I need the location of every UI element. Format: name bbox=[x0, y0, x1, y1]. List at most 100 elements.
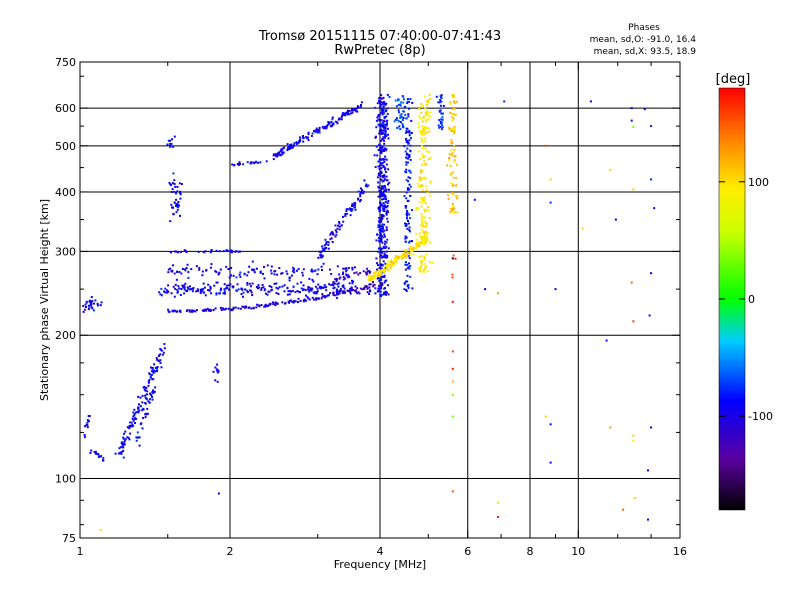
data-point bbox=[381, 97, 384, 100]
data-point bbox=[296, 290, 299, 293]
data-point bbox=[227, 307, 230, 310]
data-point bbox=[205, 269, 208, 272]
data-point bbox=[380, 131, 383, 134]
data-point bbox=[356, 110, 359, 113]
data-point bbox=[199, 292, 202, 295]
data-point bbox=[630, 281, 633, 284]
data-point bbox=[397, 109, 400, 112]
data-point bbox=[424, 163, 427, 166]
data-point bbox=[451, 95, 454, 98]
data-point bbox=[310, 135, 313, 137]
data-point bbox=[380, 238, 383, 241]
data-point bbox=[407, 176, 410, 179]
data-point bbox=[227, 268, 230, 270]
data-point bbox=[451, 184, 454, 187]
data-point bbox=[415, 243, 418, 246]
data-point bbox=[173, 272, 176, 275]
data-point bbox=[239, 307, 242, 310]
data-point bbox=[417, 184, 420, 187]
data-point bbox=[420, 112, 423, 114]
data-point bbox=[383, 142, 386, 145]
data-point bbox=[283, 302, 286, 305]
data-point bbox=[341, 290, 344, 293]
data-point bbox=[216, 363, 219, 366]
data-point bbox=[393, 257, 396, 259]
data-point bbox=[159, 348, 162, 350]
data-point bbox=[166, 291, 169, 294]
data-point bbox=[428, 217, 431, 220]
y-tick-label: 600 bbox=[55, 102, 76, 115]
data-point bbox=[426, 189, 429, 192]
data-point bbox=[173, 295, 176, 298]
data-point bbox=[377, 206, 380, 209]
data-point bbox=[438, 110, 441, 113]
data-point bbox=[175, 211, 178, 214]
data-point bbox=[405, 288, 407, 291]
data-point bbox=[386, 107, 389, 110]
data-point bbox=[351, 205, 353, 207]
data-point bbox=[325, 247, 328, 249]
data-point bbox=[375, 135, 377, 138]
data-point bbox=[329, 233, 332, 236]
data-point bbox=[308, 290, 311, 293]
data-point bbox=[400, 113, 403, 116]
data-point bbox=[238, 250, 241, 253]
data-point bbox=[380, 158, 383, 161]
data-point bbox=[581, 227, 584, 230]
data-point bbox=[250, 285, 252, 288]
data-point bbox=[378, 234, 381, 237]
data-point bbox=[318, 126, 321, 129]
data-point bbox=[423, 216, 426, 219]
data-point bbox=[406, 263, 409, 266]
data-point bbox=[292, 145, 295, 148]
data-point bbox=[365, 285, 368, 288]
data-point bbox=[622, 508, 625, 511]
data-point bbox=[348, 275, 351, 278]
data-point bbox=[450, 172, 453, 175]
data-point bbox=[379, 232, 382, 235]
data-point bbox=[210, 292, 212, 295]
data-point bbox=[297, 297, 300, 300]
data-point bbox=[85, 301, 88, 304]
data-point bbox=[406, 227, 409, 230]
data-point bbox=[390, 259, 393, 262]
data-point bbox=[349, 208, 352, 210]
data-point bbox=[310, 268, 313, 271]
data-point bbox=[321, 125, 324, 128]
data-point bbox=[231, 250, 234, 253]
data-point bbox=[88, 415, 91, 417]
data-point bbox=[440, 94, 443, 97]
data-point bbox=[168, 310, 171, 313]
data-point bbox=[374, 287, 377, 290]
data-point bbox=[162, 351, 165, 354]
data-point bbox=[405, 223, 408, 226]
data-point bbox=[384, 103, 387, 106]
data-point bbox=[379, 193, 382, 196]
data-point bbox=[394, 99, 397, 102]
data-point bbox=[381, 275, 384, 278]
data-point bbox=[379, 277, 382, 280]
data-point bbox=[237, 307, 240, 310]
data-point bbox=[429, 156, 432, 159]
data-point bbox=[325, 295, 328, 298]
data-point bbox=[220, 287, 222, 290]
data-point bbox=[304, 289, 307, 292]
data-point bbox=[351, 109, 353, 112]
data-point bbox=[314, 285, 317, 288]
data-point bbox=[345, 267, 348, 270]
data-point bbox=[179, 192, 182, 195]
data-point bbox=[406, 102, 409, 105]
data-point bbox=[314, 269, 317, 272]
data-point bbox=[420, 105, 423, 108]
data-point bbox=[423, 198, 426, 201]
data-point bbox=[384, 130, 387, 133]
data-point bbox=[421, 222, 424, 225]
data-point bbox=[407, 254, 410, 257]
data-point bbox=[374, 136, 377, 139]
data-point bbox=[397, 99, 399, 102]
data-point bbox=[385, 102, 388, 105]
data-point bbox=[96, 302, 99, 305]
data-point bbox=[380, 218, 383, 221]
data-point bbox=[294, 300, 297, 303]
data-point bbox=[159, 353, 162, 356]
